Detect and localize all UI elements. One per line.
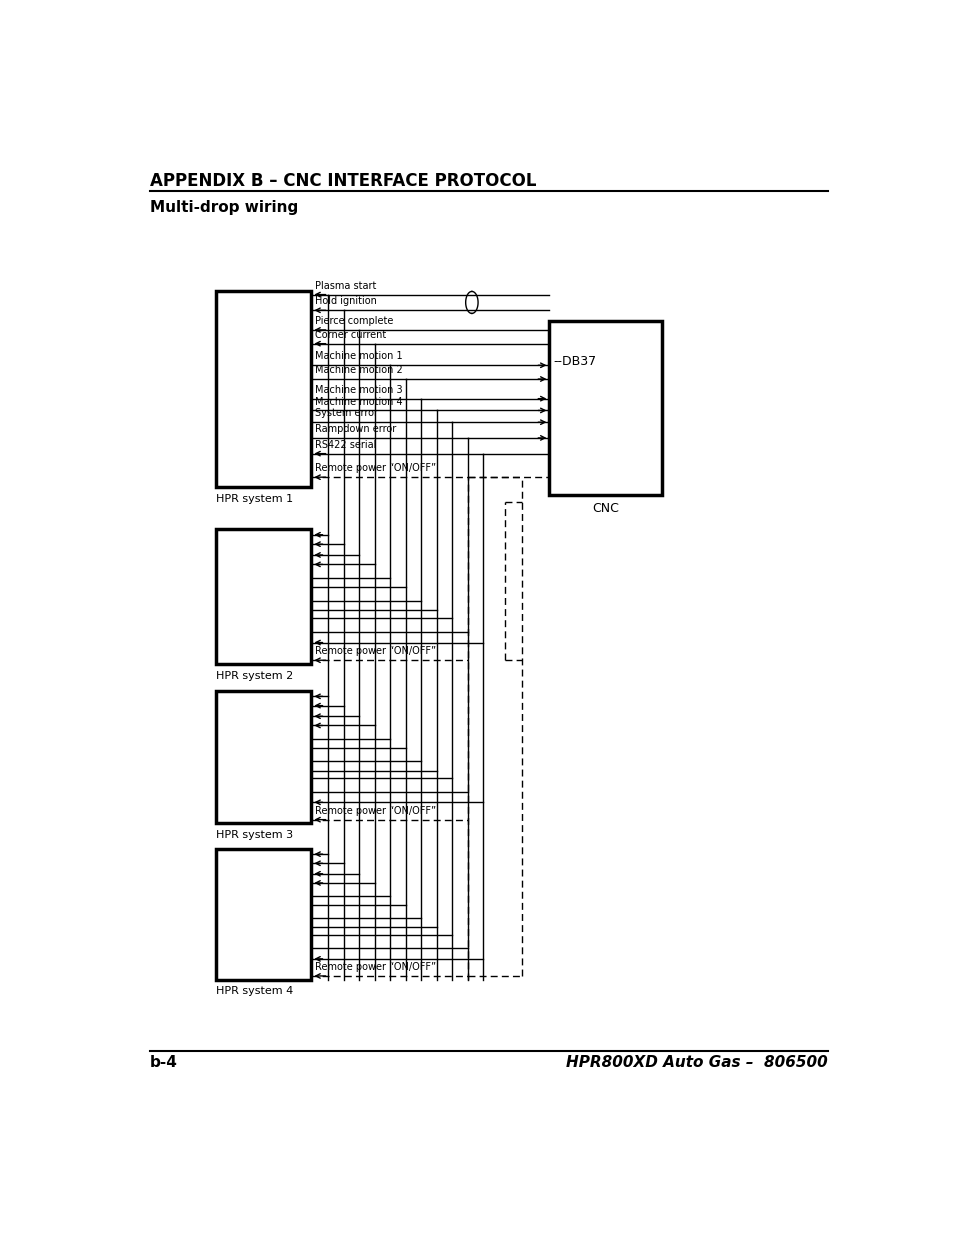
Text: HPR800XD Auto Gas –  806500: HPR800XD Auto Gas – 806500	[565, 1056, 827, 1071]
Text: Rampdown error: Rampdown error	[315, 424, 396, 433]
Text: Plasma start: Plasma start	[315, 280, 376, 290]
Text: Machine motion 4: Machine motion 4	[315, 396, 402, 406]
Text: Pierce complete: Pierce complete	[315, 316, 394, 326]
Text: HPR system 1: HPR system 1	[216, 494, 293, 504]
Text: --DB37: --DB37	[553, 356, 596, 368]
Text: HPR system 2: HPR system 2	[216, 671, 294, 680]
Bar	[216, 848, 311, 979]
Text: Multi-drop wiring: Multi-drop wiring	[150, 200, 298, 215]
Text: Machine motion 3: Machine motion 3	[315, 385, 402, 395]
Text: Remote power “ON/OFF”: Remote power “ON/OFF”	[315, 805, 436, 816]
Text: b-4: b-4	[150, 1056, 178, 1071]
Text: Remote power “ON/OFF”: Remote power “ON/OFF”	[315, 962, 436, 972]
Text: CNC: CNC	[592, 503, 618, 515]
Text: APPENDIX B – CNC INTERFACE PROTOCOL: APPENDIX B – CNC INTERFACE PROTOCOL	[150, 172, 537, 189]
Bar	[216, 530, 311, 664]
Text: HPR system 3: HPR system 3	[216, 830, 293, 840]
Text: Hold ignition: Hold ignition	[315, 296, 376, 306]
Text: Machine motion 1: Machine motion 1	[315, 352, 402, 362]
Text: Corner current: Corner current	[315, 330, 386, 340]
Text: Remote power “ON/OFF”: Remote power “ON/OFF”	[315, 646, 436, 656]
Bar	[549, 321, 661, 495]
Text: System error: System error	[315, 409, 378, 419]
Text: HPR system 4: HPR system 4	[216, 987, 294, 997]
Bar	[216, 290, 311, 487]
Text: Machine motion 2: Machine motion 2	[315, 366, 403, 375]
Bar	[216, 692, 311, 824]
Text: RS422 serial: RS422 serial	[315, 440, 376, 450]
Text: Remote power “ON/OFF”: Remote power “ON/OFF”	[315, 463, 436, 473]
